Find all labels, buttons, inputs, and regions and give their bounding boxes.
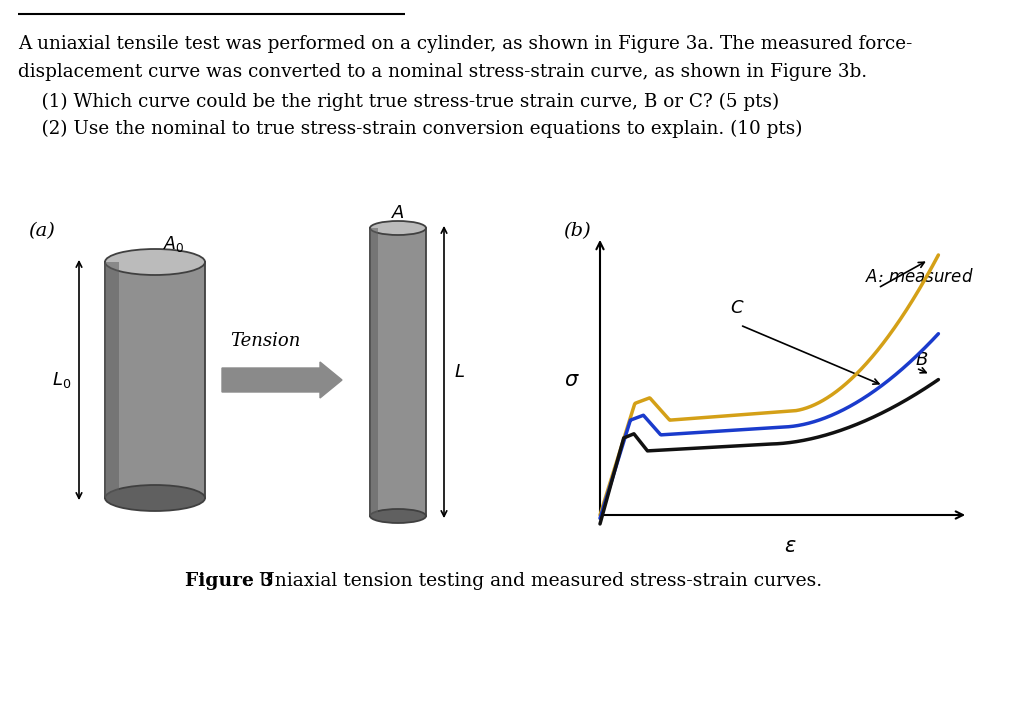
- Text: $C$: $C$: [730, 299, 744, 317]
- Text: (b): (b): [563, 222, 591, 240]
- Ellipse shape: [105, 485, 205, 511]
- FancyArrow shape: [222, 362, 342, 398]
- Text: Tension: Tension: [230, 332, 300, 350]
- Polygon shape: [105, 262, 205, 498]
- Text: $A$: $A$: [391, 204, 406, 222]
- Ellipse shape: [370, 221, 426, 235]
- Polygon shape: [370, 228, 426, 516]
- Text: A uniaxial tensile test was performed on a cylinder, as shown in Figure 3a. The : A uniaxial tensile test was performed on…: [18, 35, 912, 53]
- Text: $A$: $measured$: $A$: $measured$: [865, 268, 974, 286]
- Text: (1) Which curve could be the right true stress-true strain curve, B or C? (5 pts: (1) Which curve could be the right true …: [18, 93, 779, 111]
- Text: (2) Use the nominal to true stress-strain conversion equations to explain. (10 p: (2) Use the nominal to true stress-strai…: [18, 120, 803, 138]
- Ellipse shape: [105, 249, 205, 275]
- Text: . Uniaxial tension testing and measured stress-strain curves.: . Uniaxial tension testing and measured …: [247, 572, 822, 590]
- Polygon shape: [370, 228, 378, 516]
- Polygon shape: [105, 262, 119, 498]
- Text: $B$: $B$: [915, 351, 928, 369]
- Text: (a): (a): [28, 222, 55, 240]
- Ellipse shape: [370, 509, 426, 523]
- Text: displacement curve was converted to a nominal stress-strain curve, as shown in F: displacement curve was converted to a no…: [18, 63, 867, 81]
- Text: $\sigma$: $\sigma$: [564, 370, 580, 389]
- Text: $\varepsilon$: $\varepsilon$: [783, 537, 797, 556]
- Text: $L$: $L$: [454, 363, 465, 381]
- Text: Figure 3: Figure 3: [185, 572, 273, 590]
- Text: $L_0$: $L_0$: [52, 370, 71, 390]
- Text: $A_0$: $A_0$: [163, 234, 184, 254]
